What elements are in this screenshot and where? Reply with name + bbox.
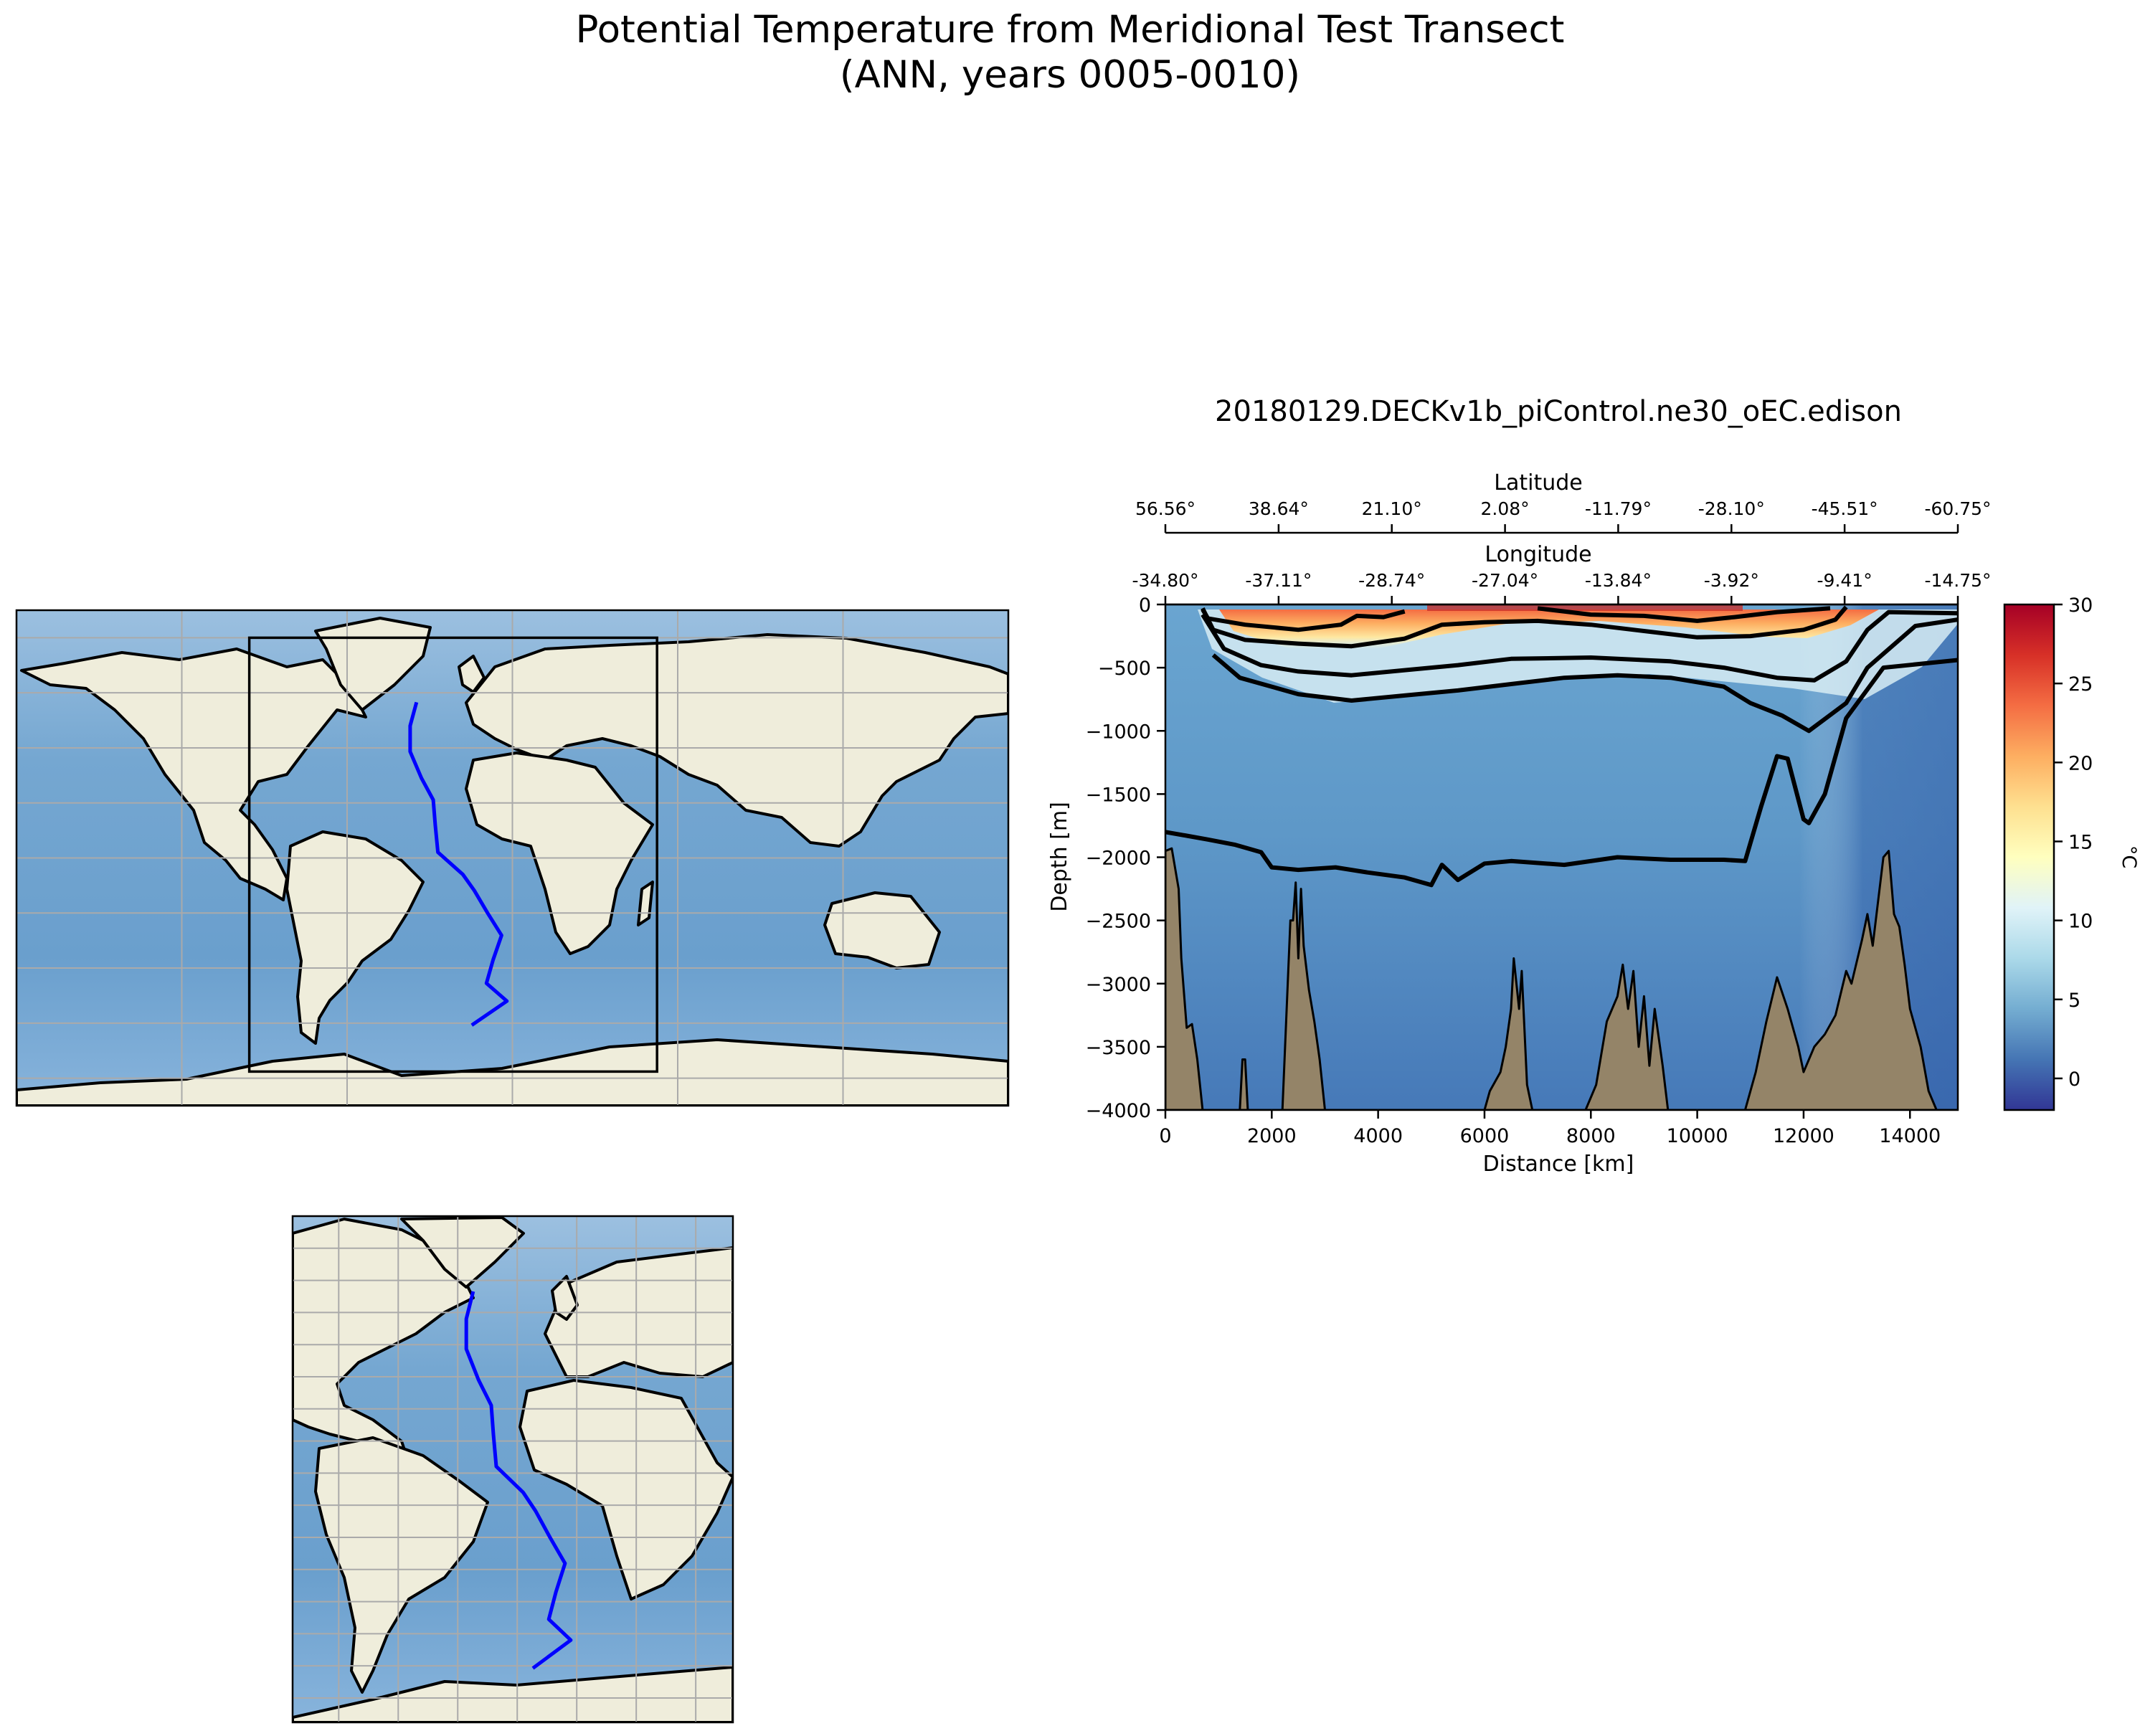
y-tick-label: −2000 — [1086, 848, 1151, 870]
south-america — [285, 830, 425, 1045]
greenland-regional — [400, 1216, 525, 1289]
longitude-tick-label: -34.80° — [1132, 570, 1198, 591]
greenland — [314, 617, 432, 711]
latitude-tick-label: 21.10° — [1362, 498, 1422, 519]
y-tick-label: −1500 — [1086, 784, 1151, 806]
colorbar-tick-label: 5 — [2068, 990, 2080, 1012]
longitude-tick-label: -27.04° — [1472, 570, 1538, 591]
contour-line — [1201, 610, 1958, 683]
colorbar-tick-label: 10 — [2068, 911, 2093, 933]
y-tick-label: 0 — [1139, 594, 1151, 617]
colorbar-label: °C — [2118, 845, 2140, 868]
seafloor-shape — [1165, 847, 1958, 1110]
regional-transect-line — [464, 1291, 573, 1670]
latitude-tick-label: -11.79° — [1585, 498, 1652, 519]
y-tick-label: −3000 — [1086, 974, 1151, 996]
longitude-tick-label: -37.11° — [1245, 570, 1312, 591]
north-america — [20, 648, 367, 901]
y-tick-label: −3500 — [1086, 1037, 1151, 1059]
global-map-gridlines — [16, 610, 1008, 1106]
australia — [823, 891, 941, 969]
latitude-tick-label: 56.56° — [1135, 498, 1196, 519]
colorbar-tick-label: 25 — [2068, 673, 2093, 696]
uk-island — [458, 655, 486, 693]
suptitle-line1: Potential Temperature from Meridional Te… — [576, 8, 1565, 52]
section-title: 20180129.DECKv1b_piControl.ne30_oEC.edis… — [1215, 395, 1902, 428]
regional-map-gridlines — [293, 1216, 733, 1722]
latitude-tick-label: -60.75° — [1924, 498, 1991, 519]
contour-line — [1201, 605, 1848, 649]
y-axis-label: Depth [m] — [1047, 802, 1072, 912]
y-axis-ticks: 0 −500 −1000 −1500 −2000 −2500 −3000 −3500 −4000 — [1086, 594, 1165, 1122]
regional-map — [291, 1215, 734, 1724]
regional-extent-box — [247, 636, 658, 1073]
latitude-tick-label: 2.08° — [1481, 498, 1530, 519]
colorbar-ticks: 0 5 10 15 20 25 30 — [2054, 594, 2093, 1091]
antarctica-regional — [293, 1666, 733, 1722]
latitude-tick-label: -45.51° — [1812, 498, 1878, 519]
colorbar-tick-label: 0 — [2068, 1068, 2080, 1091]
global-map — [15, 609, 1010, 1107]
eurasia — [465, 633, 1008, 848]
x-axis-label: Distance [km] — [1483, 1152, 1634, 1177]
y-tick-label: −500 — [1098, 658, 1151, 680]
regional-map-frame — [291, 1215, 734, 1724]
global-map-land — [16, 617, 1008, 1106]
contour-line — [1201, 608, 1406, 632]
colorbar-gradient — [2003, 603, 2055, 1111]
latitude-tick-label: 38.64° — [1249, 498, 1309, 519]
x-tick-label: 14000 — [1879, 1125, 1941, 1147]
global-map-frame — [15, 609, 1010, 1107]
x-axis-ticks: 0 2000 4000 6000 8000 10000 12000 14000 — [1159, 1110, 1941, 1147]
longitude-tick-label: -9.41° — [1817, 570, 1872, 591]
latitude-axis-label: Latitude — [1494, 470, 1582, 495]
section-plot: 0 2000 4000 6000 8000 10000 12000 14000 0 −500 −1… — [1047, 470, 1992, 1177]
x-tick-label: 10000 — [1667, 1125, 1728, 1147]
x-tick-label: 12000 — [1773, 1125, 1834, 1147]
contour-lines — [1165, 605, 1958, 888]
x-tick-label: 2000 — [1247, 1125, 1297, 1147]
latitude-axis-ticks: 56.56° 38.64° 21.10° 2.08° -11.79° -28.10° -45… — [1135, 498, 1992, 533]
colorbar-tick-label: 20 — [2068, 752, 2093, 774]
africa-regional — [519, 1379, 733, 1600]
contour-line — [1211, 617, 1958, 734]
y-tick-label: −2500 — [1086, 911, 1151, 933]
contour-line — [1165, 658, 1958, 888]
y-tick-label: −4000 — [1086, 1100, 1151, 1122]
longitude-axis-label: Longitude — [1485, 542, 1591, 567]
longitude-tick-label: -28.74° — [1358, 570, 1425, 591]
seafloor-bathymetry — [1165, 847, 1958, 1110]
surface-warm-strip — [1427, 604, 1743, 611]
global-transect-line — [408, 701, 509, 1027]
colorbar-tick-label: 15 — [2068, 831, 2093, 853]
longitude-tick-label: -14.75° — [1924, 570, 1991, 591]
colorbar-tick-label: 30 — [2068, 594, 2093, 617]
suptitle-line2: (ANN, years 0005-0010) — [840, 53, 1300, 97]
longitude-tick-label: -3.92° — [1704, 570, 1759, 591]
y-tick-label: −1000 — [1086, 721, 1151, 743]
x-tick-label: 4000 — [1353, 1125, 1403, 1147]
latitude-tick-label: -28.10° — [1698, 498, 1765, 519]
longitude-tick-label: -13.84° — [1585, 570, 1652, 591]
contour-line — [1537, 606, 1831, 623]
x-tick-label: 8000 — [1566, 1125, 1616, 1147]
colorbar: 0 5 10 15 20 25 30 °C — [2003, 594, 2140, 1111]
x-tick-label: 0 — [1159, 1125, 1171, 1147]
longitude-axis-ticks: -34.80° -37.11° -28.74° -27.04° -13.84° -3.92… — [1132, 570, 1992, 604]
x-tick-label: 6000 — [1460, 1125, 1510, 1147]
